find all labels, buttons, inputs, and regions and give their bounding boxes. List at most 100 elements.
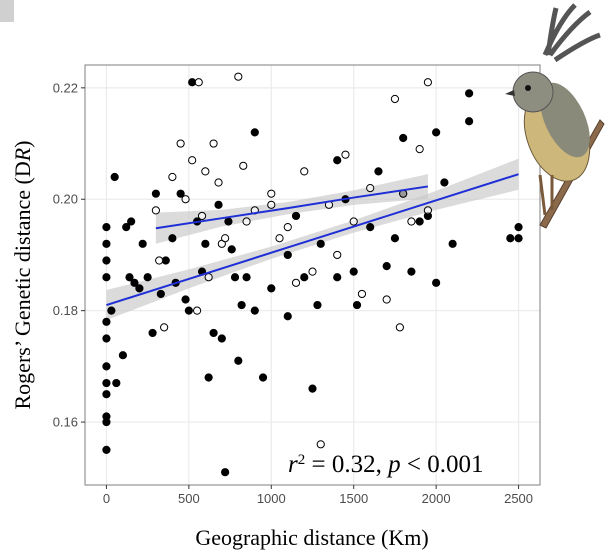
filled-point xyxy=(102,273,111,282)
filled-point xyxy=(230,273,240,282)
filled-point xyxy=(234,356,243,365)
annotation: r2 = 0.32, p < 0.001 xyxy=(288,451,483,478)
x-tick-label: 500 xyxy=(178,491,200,506)
filled-point xyxy=(506,234,515,243)
open-point xyxy=(390,94,400,104)
filled-point xyxy=(366,222,375,232)
open-point xyxy=(239,161,248,170)
open-point xyxy=(395,323,404,332)
filled-point xyxy=(156,289,165,299)
x-tick-label: 0 xyxy=(103,491,110,506)
filled-point xyxy=(440,178,449,187)
filled-point xyxy=(432,278,441,287)
open-point xyxy=(234,72,243,81)
open-point xyxy=(155,256,164,265)
filled-point xyxy=(181,295,190,304)
filled-point xyxy=(118,351,128,360)
open-point xyxy=(209,139,218,148)
y-axis-label: Rogers’ Genetic distance (DR) xyxy=(10,140,35,409)
x-tick-label: 1000 xyxy=(257,491,286,506)
filled-point xyxy=(143,273,152,282)
filled-point xyxy=(102,256,111,265)
open-point xyxy=(151,206,160,215)
open-point xyxy=(168,172,177,182)
filled-point xyxy=(176,189,185,198)
open-point xyxy=(188,156,197,165)
open-point xyxy=(221,234,230,243)
open-point xyxy=(366,184,375,193)
open-point xyxy=(181,195,190,204)
filled-point xyxy=(448,239,457,248)
open-point xyxy=(333,250,342,260)
filled-point xyxy=(102,378,111,388)
annotation-part: = 0.32, xyxy=(305,451,388,478)
filled-point xyxy=(122,222,131,232)
filled-point xyxy=(374,167,383,176)
x-tick-label: 2500 xyxy=(504,491,533,506)
filled-point xyxy=(308,384,317,393)
filled-point xyxy=(399,133,408,143)
annotation-part: r xyxy=(288,451,298,478)
filled-point xyxy=(138,239,147,248)
filled-point xyxy=(221,468,230,477)
filled-point xyxy=(283,250,292,260)
filled-point xyxy=(283,312,292,321)
filled-point xyxy=(201,239,210,248)
open-point xyxy=(316,440,325,449)
filled-point xyxy=(390,234,400,243)
filled-point xyxy=(316,239,325,248)
open-point xyxy=(267,189,276,198)
filled-point xyxy=(267,284,276,293)
filled-point xyxy=(382,261,391,271)
x-axis-label: Geographic distance (Km) xyxy=(195,525,428,550)
open-point xyxy=(382,295,391,304)
filled-point xyxy=(214,200,223,209)
filled-point xyxy=(465,117,474,126)
filled-point xyxy=(127,217,136,226)
open-point xyxy=(308,267,317,276)
confidence-band xyxy=(155,174,428,244)
open-point xyxy=(214,178,223,187)
filled-point xyxy=(250,128,259,137)
y-tick-label: 0.22 xyxy=(53,80,78,95)
filled-point xyxy=(250,306,259,315)
open-point xyxy=(291,278,301,287)
y-label-part: Rogers’ Genetic distance (D xyxy=(10,161,35,409)
filled-point xyxy=(349,267,358,276)
y-tick-label: 0.18 xyxy=(53,303,78,318)
points xyxy=(102,72,523,477)
x-tick-label: 2000 xyxy=(422,491,451,506)
open-point xyxy=(423,206,432,215)
annotation-part: < 0.001 xyxy=(401,451,484,478)
annotation-part: 2 xyxy=(298,452,306,468)
y-label-part: ) xyxy=(10,140,35,147)
filled-point xyxy=(184,306,193,315)
filled-point xyxy=(333,156,342,165)
filled-point xyxy=(102,317,111,326)
open-point xyxy=(349,217,358,226)
regression-line xyxy=(106,173,519,307)
bird-illustration xyxy=(505,3,605,229)
open-point xyxy=(357,289,367,299)
panel-border xyxy=(84,64,541,486)
crop-fragment xyxy=(0,0,14,22)
filled-point xyxy=(465,89,474,98)
open-point xyxy=(267,200,276,209)
filled-point xyxy=(135,284,144,293)
open-point xyxy=(341,150,350,159)
filled-point xyxy=(258,373,268,382)
filled-point xyxy=(168,234,177,243)
filled-point xyxy=(313,300,322,310)
filled-point xyxy=(102,222,111,232)
filled-point xyxy=(514,222,523,232)
filled-point xyxy=(125,273,134,282)
filled-point xyxy=(102,334,111,343)
open-point xyxy=(160,323,169,332)
filled-point xyxy=(107,306,116,315)
filled-point xyxy=(209,328,218,338)
y-tick-label: 0.16 xyxy=(53,415,78,430)
open-point xyxy=(194,78,203,87)
y-tick-label: 0.20 xyxy=(53,192,78,207)
open-point xyxy=(423,78,432,87)
x-tick-label: 1500 xyxy=(339,491,368,506)
